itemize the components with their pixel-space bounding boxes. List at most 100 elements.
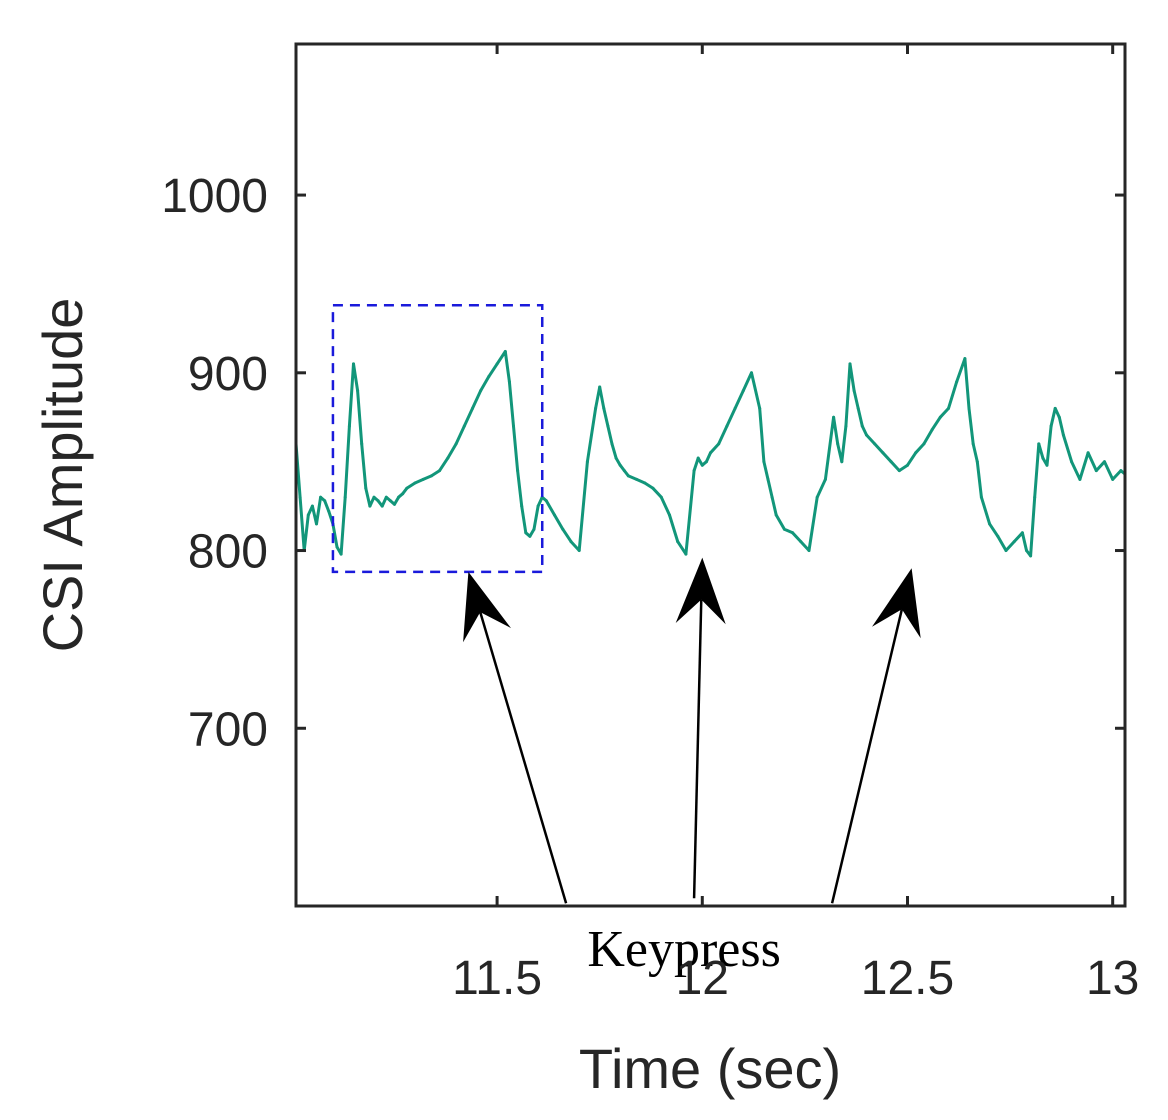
data-point xyxy=(507,380,511,384)
data-point xyxy=(553,513,556,517)
arrow-head xyxy=(675,557,726,625)
data-point xyxy=(696,456,700,460)
data-point xyxy=(335,545,339,549)
data-point xyxy=(955,380,959,384)
data-point xyxy=(971,442,975,446)
data-point xyxy=(704,460,708,464)
data-point xyxy=(967,406,971,410)
data-point xyxy=(380,504,384,508)
data-point xyxy=(1004,549,1008,552)
data-point xyxy=(1041,456,1045,460)
data-point xyxy=(429,474,433,478)
data-point xyxy=(975,460,979,464)
x-tick-label: 11.5 xyxy=(452,952,542,1005)
data-point xyxy=(471,406,474,410)
x-axis-ticks: 11.5 12 12.5 13 xyxy=(452,44,1139,1005)
data-point xyxy=(384,495,388,499)
data-point xyxy=(372,495,376,499)
data-point xyxy=(528,534,532,538)
data-point xyxy=(462,424,466,428)
data-point xyxy=(774,513,778,517)
data-point xyxy=(668,513,671,517)
data-point xyxy=(860,424,864,428)
data-point xyxy=(889,460,893,464)
data-point xyxy=(1045,463,1049,467)
data-point xyxy=(840,460,844,464)
data-point xyxy=(495,362,499,366)
data-point xyxy=(401,492,405,496)
data-point xyxy=(766,477,770,481)
data-point xyxy=(561,527,565,531)
data-point xyxy=(446,456,450,460)
data-point xyxy=(914,451,918,455)
data-point xyxy=(1057,415,1061,419)
x-axis-label: Time (sec) xyxy=(579,1037,841,1100)
data-point xyxy=(643,481,647,485)
data-point xyxy=(352,362,355,366)
data-point xyxy=(487,374,491,378)
data-point xyxy=(844,424,848,428)
data-point xyxy=(1086,451,1090,455)
annotation-group: Keypress xyxy=(463,557,921,978)
data-point xyxy=(848,362,852,366)
y-tick-label: 800 xyxy=(188,526,268,579)
data-point xyxy=(823,477,827,481)
data-point xyxy=(356,389,360,393)
data-point xyxy=(364,486,368,490)
series-group xyxy=(296,350,1125,558)
data-point xyxy=(310,504,314,508)
arrow-shaft xyxy=(479,611,568,904)
arrow-shaft xyxy=(692,599,703,899)
data-point xyxy=(512,424,515,428)
data-point xyxy=(413,481,417,485)
data-point xyxy=(397,495,401,499)
y-tick-label: 900 xyxy=(188,348,268,401)
data-point xyxy=(319,495,323,499)
data-point xyxy=(520,504,524,508)
data-point xyxy=(1078,477,1082,481)
data-point xyxy=(360,442,364,446)
data-point xyxy=(602,406,606,410)
data-point xyxy=(1103,460,1106,464)
data-point xyxy=(524,531,528,535)
data-point xyxy=(659,495,663,499)
data-point xyxy=(306,513,310,517)
data-point xyxy=(717,442,721,446)
data-point xyxy=(1061,433,1065,437)
data-point xyxy=(343,495,347,499)
data-point xyxy=(676,540,680,544)
data-point xyxy=(733,406,737,410)
data-point xyxy=(684,552,688,556)
data-point xyxy=(963,357,967,361)
plot-frame xyxy=(294,42,1127,908)
arrow-head xyxy=(463,571,511,643)
data-point xyxy=(897,469,901,473)
data-point xyxy=(388,499,392,503)
data-point xyxy=(298,495,302,499)
y-axis-ticks: 700 800 900 1000 xyxy=(161,170,1125,756)
data-point xyxy=(799,540,803,544)
data-point xyxy=(865,433,868,437)
data-point xyxy=(393,502,396,506)
data-point xyxy=(544,499,548,503)
data-point xyxy=(807,549,811,552)
data-point xyxy=(1049,424,1053,428)
data-point xyxy=(930,428,934,432)
data-point xyxy=(996,534,1000,538)
data-point xyxy=(832,415,836,419)
data-point xyxy=(651,486,655,490)
data-point xyxy=(1033,495,1037,499)
data-point xyxy=(725,424,729,428)
data-point xyxy=(606,424,610,428)
data-point xyxy=(692,469,696,473)
data-point xyxy=(1025,549,1028,552)
x-tick-label: 13 xyxy=(1086,952,1139,1005)
data-point xyxy=(922,442,926,446)
data-point xyxy=(454,442,458,446)
highlight-box xyxy=(331,304,544,574)
data-point xyxy=(536,504,540,508)
data-point xyxy=(618,463,622,467)
data-point xyxy=(758,406,762,410)
data-point xyxy=(610,442,614,446)
